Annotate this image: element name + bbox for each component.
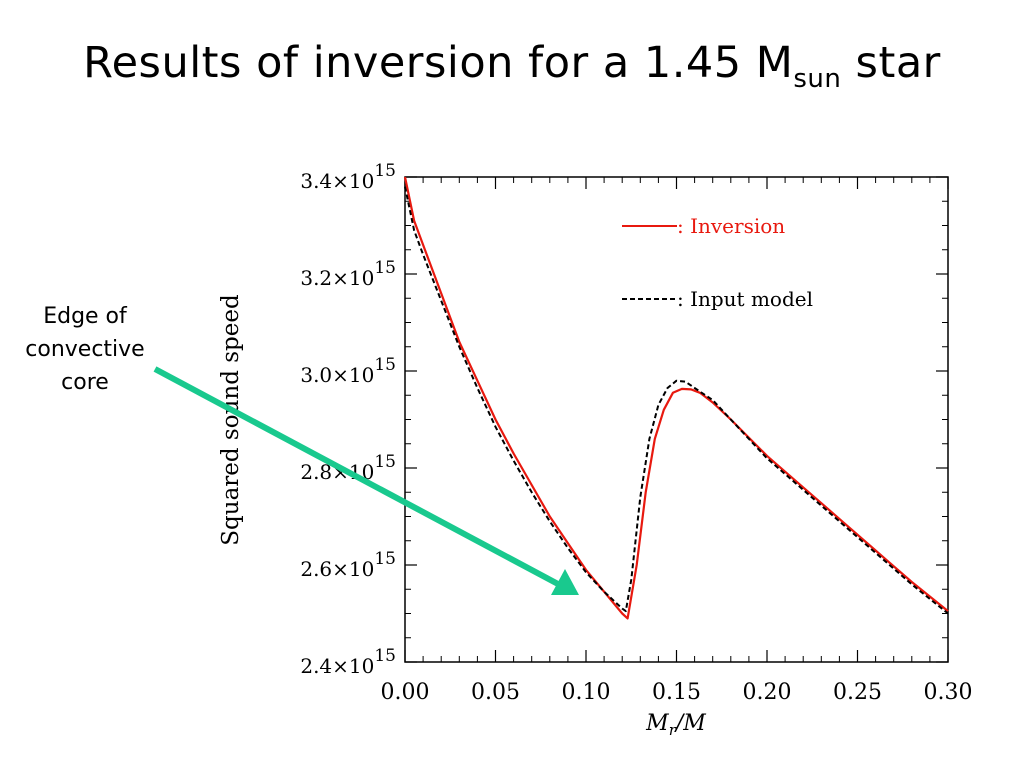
series-lines xyxy=(403,176,949,620)
x-tick-label: 0.30 xyxy=(924,680,973,705)
input-model-line xyxy=(404,186,949,615)
y-tick-label: 3.0×1015 xyxy=(300,355,396,387)
title-main: Results of inversion for a 1.45 M xyxy=(83,38,794,88)
callout-line: Edge of xyxy=(43,304,127,329)
callout-text: Edge of convective core xyxy=(10,300,160,399)
title-subscript: sun xyxy=(793,64,842,94)
callout-line: convective xyxy=(25,337,145,362)
x-tick-label: 0.10 xyxy=(562,680,611,705)
x-tick-label: 0.00 xyxy=(381,680,430,705)
axis-ticks xyxy=(404,176,949,663)
title-tail: star xyxy=(841,38,941,88)
axis-labels: Mr/M Squared sound speed xyxy=(218,294,706,739)
legend: : Inversion : Input model xyxy=(622,214,813,311)
plot-frame xyxy=(404,176,949,663)
y-tick-label: 3.2×1015 xyxy=(300,258,396,290)
x-tick-label: 0.05 xyxy=(471,680,520,705)
y-tick-labels: 2.4×10152.6×10152.8×10153.0×10153.2×1015… xyxy=(300,161,396,678)
y-tick-label: 2.4×1015 xyxy=(300,646,396,678)
annotation-arrow-group xyxy=(153,366,579,595)
x-tick-label: 0.20 xyxy=(743,680,792,705)
legend-label: : Inversion xyxy=(677,214,785,238)
x-axis-label: Mr/M xyxy=(645,711,706,739)
x-tick-label: 0.25 xyxy=(833,680,882,705)
y-tick-label: 3.4×1015 xyxy=(300,161,396,193)
annotation-arrow-shaft xyxy=(153,366,560,587)
slide-title: Results of inversion for a 1.45 Msun sta… xyxy=(0,38,1024,94)
y-tick-label: 2.6×1015 xyxy=(300,549,396,581)
x-tick-labels: 0.00 0.05 0.10 0.15 0.20 0.25 0.30 xyxy=(381,680,973,705)
x-tick-label: 0.15 xyxy=(652,680,701,705)
plot-border xyxy=(404,176,949,663)
callout-line: core xyxy=(61,370,109,395)
y-axis-label: Squared sound speed xyxy=(218,294,244,546)
inversion-line xyxy=(403,176,949,620)
annotation-arrowhead xyxy=(551,569,579,595)
legend-label: : Input model xyxy=(677,287,813,311)
